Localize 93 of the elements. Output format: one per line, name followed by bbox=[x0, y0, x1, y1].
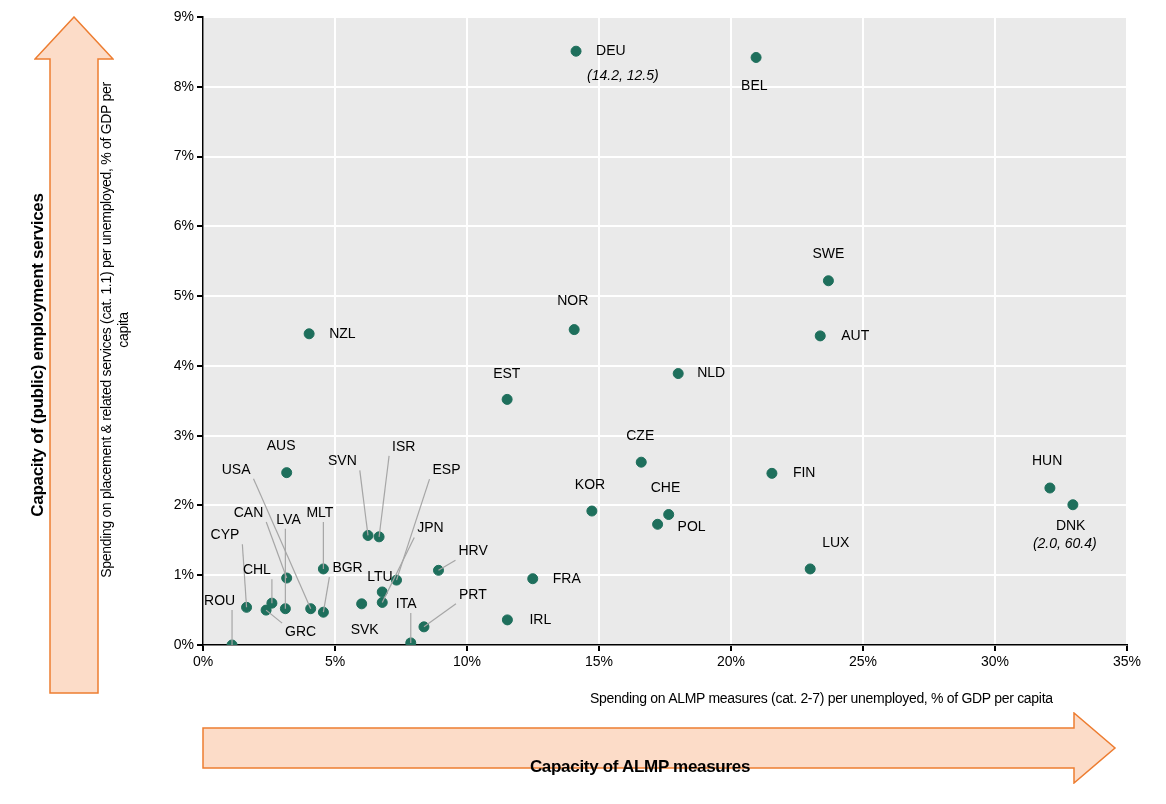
point bbox=[1067, 499, 1079, 511]
y-tick-label: 1% bbox=[173, 566, 194, 583]
y-tick-label: 5% bbox=[173, 286, 194, 303]
annotation: NOR bbox=[557, 292, 589, 309]
annotation: FIN bbox=[792, 464, 816, 481]
annotation: NZL bbox=[329, 324, 356, 341]
point bbox=[570, 45, 582, 57]
x-tick-label: 10% bbox=[452, 653, 482, 670]
x-tick-label: 35% bbox=[1112, 653, 1142, 670]
point bbox=[376, 596, 388, 608]
y-tick-label: 2% bbox=[173, 496, 194, 513]
y-tick-label: 6% bbox=[173, 217, 194, 234]
annotation: GRC bbox=[285, 622, 317, 639]
annotation: ROU bbox=[204, 591, 236, 608]
point bbox=[305, 603, 317, 615]
annotation: ESP bbox=[432, 460, 461, 477]
point bbox=[501, 614, 513, 626]
annotation: CZE bbox=[626, 427, 655, 444]
annotation: CHE bbox=[650, 479, 681, 496]
y-tick-label: 9% bbox=[173, 7, 194, 24]
y-axis-title: Spending on placement & related services (cat. 1.1) per unemployed, % of GDP per capita bbox=[98, 81, 132, 580]
annotation: BGR bbox=[332, 559, 363, 576]
annotation: NLD bbox=[697, 364, 726, 381]
point bbox=[672, 368, 684, 380]
point bbox=[418, 621, 430, 633]
point bbox=[279, 603, 291, 615]
point bbox=[822, 275, 834, 287]
text: Capacity of ALMP measures bbox=[529, 757, 751, 777]
annotation: DEU bbox=[596, 42, 626, 59]
annotation: (2.0, 60.4) bbox=[1032, 534, 1097, 551]
point bbox=[317, 563, 329, 575]
annotation: MLT bbox=[306, 503, 334, 520]
annotation: SVK bbox=[350, 620, 380, 637]
annotation: CHL bbox=[242, 560, 272, 577]
point bbox=[804, 563, 816, 575]
annotation: KOR bbox=[574, 475, 606, 492]
point bbox=[432, 564, 444, 576]
annotation: POL bbox=[677, 518, 706, 535]
point bbox=[750, 51, 762, 63]
point bbox=[586, 505, 598, 517]
annotation: LTU bbox=[367, 567, 393, 584]
point bbox=[1044, 482, 1056, 494]
y-tick-label: 8% bbox=[173, 77, 194, 94]
annotation: FRA bbox=[552, 569, 582, 586]
point bbox=[356, 598, 368, 610]
x-tick-label: 0% bbox=[192, 653, 214, 670]
annotation: CYP bbox=[210, 526, 240, 543]
annotation: SVN bbox=[328, 452, 357, 469]
annotation: IRL bbox=[529, 610, 552, 627]
annotation: SWE bbox=[812, 244, 845, 261]
annotation: USA bbox=[221, 460, 252, 477]
annotation: PRT bbox=[458, 585, 488, 602]
y-tick-label: 4% bbox=[173, 356, 194, 373]
x-tick-label: 30% bbox=[980, 653, 1010, 670]
point bbox=[766, 467, 778, 479]
point bbox=[376, 586, 388, 598]
point bbox=[814, 330, 826, 342]
point bbox=[652, 518, 664, 530]
annotation: (14.2, 12.5) bbox=[587, 67, 659, 84]
annotation: EST bbox=[493, 365, 521, 382]
x-tick-label: 20% bbox=[716, 653, 746, 670]
point bbox=[317, 606, 329, 618]
point bbox=[241, 601, 253, 613]
y-tick-label: 3% bbox=[173, 426, 194, 443]
annotation: BEL bbox=[741, 77, 768, 94]
annotation: LVA bbox=[276, 510, 302, 527]
text: Capacity of (public) employment services bbox=[28, 192, 48, 519]
y-tick-label: 7% bbox=[173, 147, 194, 164]
y-tick-label: 0% bbox=[173, 635, 194, 652]
point bbox=[568, 324, 580, 336]
annotation: HRV bbox=[458, 542, 489, 559]
annotation: AUS bbox=[266, 436, 296, 453]
point bbox=[373, 531, 385, 543]
point bbox=[635, 456, 647, 468]
annotation: DNK bbox=[1055, 516, 1087, 533]
annotation: HUN bbox=[1031, 451, 1063, 468]
point bbox=[281, 467, 293, 479]
annotation: AUT bbox=[841, 326, 870, 343]
point bbox=[303, 328, 315, 340]
point bbox=[362, 529, 374, 541]
x-tick-label: 25% bbox=[848, 653, 878, 670]
point bbox=[663, 509, 675, 521]
annotation: CAN bbox=[233, 503, 264, 520]
x-tick-label: 15% bbox=[584, 653, 614, 670]
annotation: ITA bbox=[395, 594, 418, 611]
point bbox=[501, 393, 513, 405]
annotation: ISR bbox=[392, 437, 416, 454]
point bbox=[527, 573, 539, 585]
annotation: JPN bbox=[417, 519, 444, 536]
x-axis-title: Spending on ALMP measures (cat. 2-7) per unemployed, % of GDP per capita bbox=[590, 690, 1054, 706]
annotation: LUX bbox=[822, 533, 851, 550]
x-tick-label: 5% bbox=[324, 653, 346, 670]
point bbox=[260, 604, 272, 616]
